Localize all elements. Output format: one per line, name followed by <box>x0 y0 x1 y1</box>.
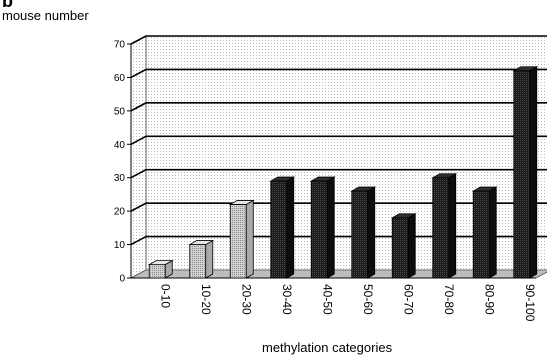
x-tick-label: 30-40 <box>280 284 294 315</box>
y-tick-label: 0 <box>119 274 125 285</box>
bar-90-100 <box>512 66 539 279</box>
x-tick-label: 60-70 <box>401 284 415 315</box>
bar-front <box>432 177 450 279</box>
gridline <box>130 35 547 45</box>
x-tick-labels: 0-10 10-20 20-30 30-40 40-50 50-60 60-70 70-80 8… <box>158 284 537 322</box>
gridline <box>130 135 547 145</box>
bar-top <box>350 186 377 192</box>
bar-side <box>245 199 254 279</box>
gridlines <box>130 35 547 246</box>
bar-top <box>471 186 498 192</box>
bar-40-50 <box>309 176 336 279</box>
bar-side <box>205 239 214 279</box>
bar-side <box>448 173 457 279</box>
bar-20-30 <box>228 199 255 279</box>
bar-70-80 <box>431 173 458 279</box>
y-axis: 0 10 20 30 40 50 60 70 <box>114 40 536 285</box>
bar-side <box>529 66 538 279</box>
bar-10-20 <box>188 239 215 279</box>
bar-30-40 <box>269 176 296 279</box>
gridline <box>130 168 547 179</box>
y-tick-label: 60 <box>114 73 126 84</box>
bar-front <box>270 180 288 279</box>
y-tick-label: 70 <box>114 40 126 51</box>
bar-0-10 <box>147 259 174 279</box>
bar-top <box>390 213 417 219</box>
bar-front <box>391 217 409 279</box>
x-axis-title: methylation categories <box>262 340 393 355</box>
x-tick-label: 40-50 <box>320 284 334 315</box>
y-tick-label: 10 <box>114 240 126 251</box>
bar-front <box>310 180 328 279</box>
bar-60-70 <box>390 213 417 279</box>
bar-side <box>488 186 497 279</box>
y-tick-label: 20 <box>114 207 126 218</box>
x-tick-label: 90-100 <box>523 284 537 322</box>
bar-side <box>407 213 416 279</box>
y-axis-title: mouse number <box>2 8 89 23</box>
y-tick-label: 40 <box>114 140 126 151</box>
x-tick-label: 20-30 <box>239 284 253 315</box>
bar-side <box>367 186 376 279</box>
x-tick-label: 0-10 <box>158 284 172 308</box>
bars <box>147 66 539 279</box>
bar-top <box>188 240 215 245</box>
bar-top <box>269 176 296 182</box>
panel-label: b <box>2 0 13 11</box>
bar-front <box>513 70 531 279</box>
gridline <box>130 68 547 79</box>
gridline <box>130 102 547 112</box>
gridline <box>130 202 547 212</box>
bar-front <box>189 244 207 279</box>
side-wall <box>130 35 147 279</box>
bar-top <box>309 176 336 182</box>
bar-side <box>286 176 295 279</box>
x-tick-label: 10-20 <box>199 284 213 315</box>
gridline <box>130 235 547 246</box>
x-tick-label: 70-80 <box>442 284 456 315</box>
bar-front <box>229 204 247 279</box>
bar-top <box>228 200 255 205</box>
y-tick-label: 50 <box>114 106 126 117</box>
x-tick-label: 80-90 <box>482 284 496 315</box>
bar-80-90 <box>471 186 498 279</box>
bar-top <box>147 260 174 266</box>
bar-front <box>148 264 166 279</box>
bar-front <box>472 190 490 279</box>
bar-front <box>351 190 369 279</box>
bar-top <box>431 173 458 179</box>
bar-50-60 <box>350 186 377 279</box>
bar-side <box>326 176 335 279</box>
y-tick-label: 30 <box>114 173 126 184</box>
bar-top <box>512 66 539 72</box>
x-tick-label: 50-60 <box>361 284 375 315</box>
